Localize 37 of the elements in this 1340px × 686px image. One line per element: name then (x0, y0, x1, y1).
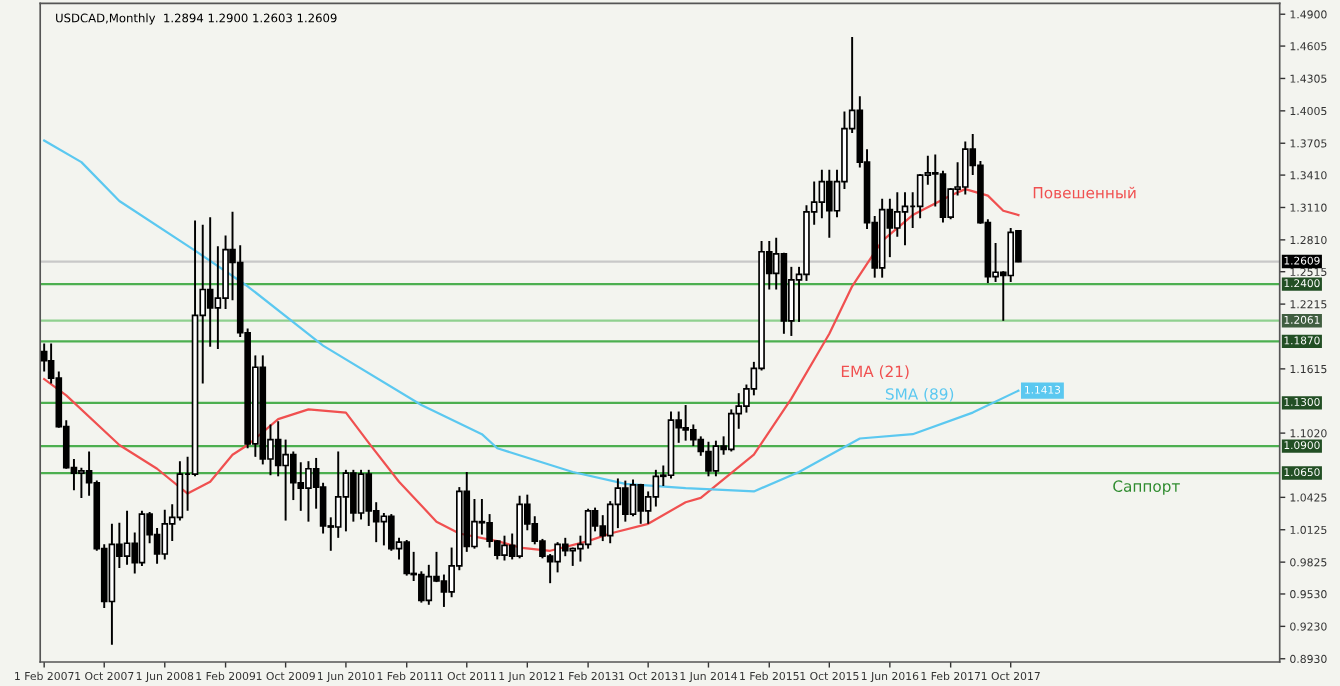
candlestick (274, 420, 282, 478)
candlestick (176, 460, 184, 522)
candlestick (123, 509, 131, 566)
candlestick (214, 245, 222, 350)
candlestick (501, 534, 508, 562)
candlestick (425, 563, 433, 606)
candlestick (403, 539, 411, 577)
candlestick (282, 438, 289, 522)
candlestick (561, 536, 569, 558)
candlestick (961, 140, 969, 196)
candlestick (206, 216, 214, 348)
candlestick (161, 508, 169, 561)
candlestick (357, 468, 365, 521)
candlestick (78, 466, 85, 499)
candlestick (614, 477, 622, 530)
candlestick (893, 191, 901, 238)
candlestick (629, 478, 637, 518)
candlestick (305, 460, 312, 523)
candlestick (825, 168, 833, 239)
candlestick (637, 482, 645, 525)
candlestick (380, 512, 388, 547)
candlestick (712, 439, 720, 478)
candlestick (705, 440, 712, 478)
candlestick (342, 468, 350, 533)
candlestick (818, 168, 826, 220)
candlestick (916, 173, 924, 220)
candlestick (1007, 227, 1015, 283)
candlestick (584, 507, 592, 550)
candlestick (350, 468, 357, 523)
candlestick (652, 468, 660, 508)
candlestick (440, 573, 448, 608)
candlestick (388, 513, 395, 552)
candlestick (471, 498, 478, 550)
candlestick (622, 479, 629, 523)
candlestick (939, 169, 947, 224)
candlestick (682, 404, 689, 442)
candlestick (901, 191, 909, 247)
